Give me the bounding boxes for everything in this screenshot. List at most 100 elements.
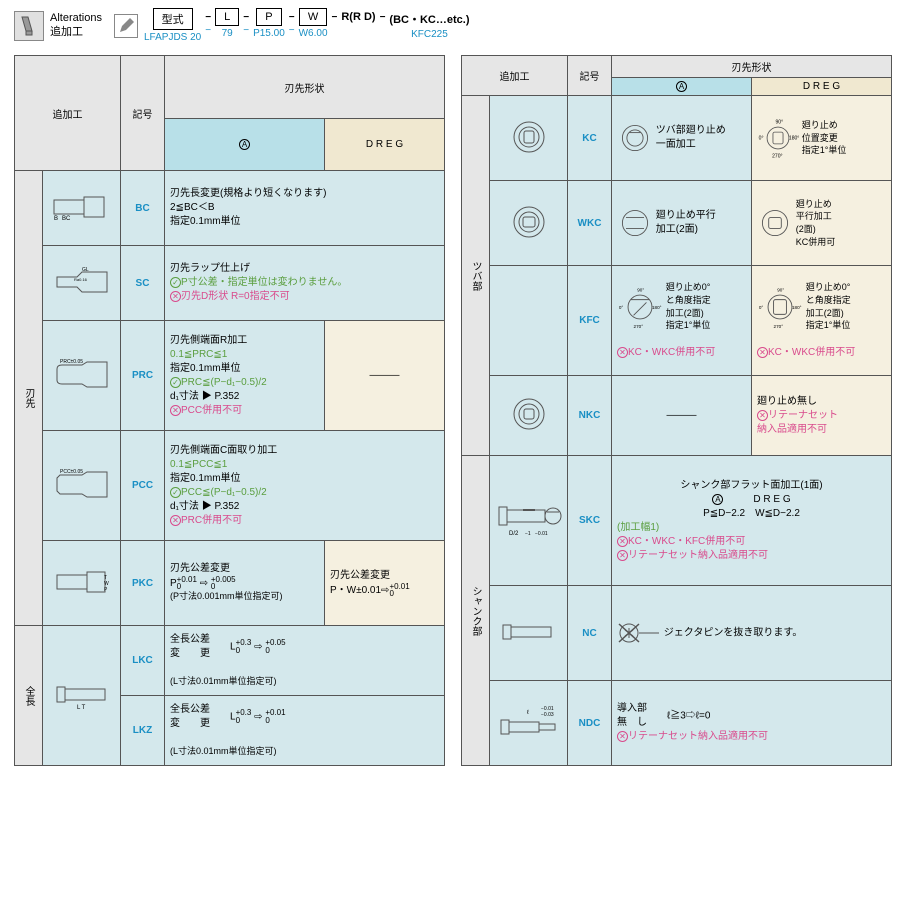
code-SKC: SKC: [568, 456, 612, 586]
spec-P: P: [256, 8, 281, 26]
desc-SKC: シャンク部フラット面加工(1面) A D R E G P≦D−2.2 W≦D−2…: [612, 456, 892, 586]
desc-BC: 刃先長変更(規格より短くなります) 2≦BC＜B 指定0.1mm単位: [165, 171, 445, 246]
svg-text:0°: 0°: [759, 304, 764, 309]
desc2-PKC: 刃先公差変更 P・W±0.01⇨+0.010: [325, 541, 445, 626]
desc-NKC: ———: [612, 376, 752, 456]
cat-blade: 刃先: [15, 171, 43, 626]
desc2-KC: 90°0°180°270° 廻り止め 位置変更 指定1°単位: [752, 96, 892, 181]
svg-text:−0.03: −0.03: [541, 712, 554, 718]
draw-NDC: ℓ−0.01−0.03: [490, 681, 568, 766]
th-code: 記号: [121, 56, 165, 171]
draw-SC: GL Ra0.16: [43, 246, 121, 321]
code-BC: BC: [121, 171, 165, 246]
code-LKZ: LKZ: [121, 696, 165, 766]
spec-etc: (BC・KC…etc.): [389, 8, 469, 27]
th-addwork: 追加工: [15, 56, 121, 171]
th-D-r: D R E G: [752, 78, 892, 96]
th-shape-r: 刃先形状: [612, 56, 892, 78]
svg-text:PRC±0.05: PRC±0.05: [60, 359, 83, 365]
desc2-KFC: 90°0°180°270° 廻り止め0° と角度指定 加工(2面) 指定1°単位…: [752, 266, 892, 376]
desc2-NKC: 廻り止め無し ✕リテーナセット 納入品適用不可: [752, 376, 892, 456]
th-addwork-r: 追加工: [462, 56, 568, 96]
svg-text:P: P: [104, 587, 108, 593]
header: Alterations追加工 型式LFAPJDS 20 −− L79 −− PP…: [0, 0, 909, 51]
part-spec: 型式LFAPJDS 20 −− L79 −− PP15.00 −− WW6.00…: [144, 8, 470, 43]
svg-text:D/2: D/2: [509, 531, 519, 537]
code-NDC: NDC: [568, 681, 612, 766]
desc2-PRC: ———: [325, 321, 445, 431]
desc-SC: 刃先ラップ仕上げ ✓P寸公差・指定単位は変わりません。 ✕刃先D形状 R=0指定…: [165, 246, 445, 321]
cat-length: 全長: [15, 626, 43, 766]
spec-L: L: [215, 8, 239, 26]
left-table: 追加工 記号 刃先形状 A D R E G 刃先 BC B BC 刃先長変更(規格…: [14, 55, 445, 766]
draw-KC: [490, 96, 568, 181]
svg-text:BC: BC: [62, 216, 71, 222]
code-PRC: PRC: [121, 321, 165, 431]
code-PCC: PCC: [121, 431, 165, 541]
svg-text:L T: L T: [77, 705, 86, 711]
drill-icon: [14, 11, 44, 41]
draw-PKC: TWP: [43, 541, 121, 626]
svg-text:Ra0.16: Ra0.16: [74, 277, 88, 282]
th-A: A: [165, 119, 325, 171]
draw-LKC: L T: [43, 626, 121, 766]
svg-text:270°: 270°: [774, 324, 784, 329]
svg-text:−1: −1: [525, 531, 531, 537]
code-NKC: NKC: [568, 376, 612, 456]
code-PKC: PKC: [121, 541, 165, 626]
code-SC: SC: [121, 246, 165, 321]
draw-KFC: [490, 266, 568, 376]
desc-PCC: 刃先側端面C面取り加工 0.1≦PCC≦1 指定0.1mm単位 ✓PCC≦(P−…: [165, 431, 445, 541]
alterations-label: Alterations追加工: [50, 12, 102, 38]
th-D: D R E G: [325, 119, 445, 171]
desc-PRC: 刃先側端面R加工 0.1≦PRC≦1 指定0.1mm単位 ✓PRC≦(P−d₁−…: [165, 321, 325, 431]
th-shape: 刃先形状: [165, 56, 445, 119]
pencil-icon: [114, 14, 138, 38]
draw-PCC: PCC±0.05: [43, 431, 121, 541]
svg-text:270°: 270°: [772, 153, 782, 159]
desc-KC: ツバ部廻り止め 一面加工: [612, 96, 752, 181]
svg-text:0°: 0°: [619, 304, 624, 309]
desc-LKZ: 全長公差 変 更 L+0.30 ⇨ +0.010 (L寸法0.01mm単位指定可…: [165, 696, 445, 766]
draw-NC: [490, 586, 568, 681]
svg-text:PCC±0.05: PCC±0.05: [60, 469, 83, 475]
desc-LKC: 全長公差 変 更 L+0.30 ⇨ +0.050 (L寸法0.01mm単位指定可…: [165, 626, 445, 696]
desc-NDC: 導入部 無 し ℓ≧3⇨ℓ=0 ✕リテーナセット納入品適用不可: [612, 681, 892, 766]
svg-text:B: B: [54, 216, 58, 222]
cat-shank: シャンク部: [462, 456, 490, 766]
code-NC: NC: [568, 586, 612, 681]
spec-R: R(R D): [341, 8, 375, 23]
svg-text:0°: 0°: [759, 136, 764, 142]
draw-NKC: [490, 376, 568, 456]
spec-W: W: [299, 8, 327, 26]
desc-PKC: 刃先公差変更 P+0.010 ⇨ +0.0050 (P寸法0.001mm単位指定…: [165, 541, 325, 626]
draw-WKC: [490, 181, 568, 266]
desc-KFC: 90°0°180°270° 廻り止め0° と角度指定 加工(2面) 指定1°単位…: [612, 266, 752, 376]
code-KC: KC: [568, 96, 612, 181]
spec-type: 型式: [153, 8, 193, 30]
svg-text:GL: GL: [82, 267, 89, 273]
code-KFC: KFC: [568, 266, 612, 376]
svg-text:180°: 180°: [792, 304, 802, 309]
svg-text:ℓ: ℓ: [527, 709, 529, 716]
desc2-WKC: 廻り止め 平行加工 (2面) KC併用可: [752, 181, 892, 266]
right-table: 追加工 記号 刃先形状 A D R E G ツバ部 KC ツバ部廻り止め 一面加…: [461, 55, 892, 766]
draw-SKC: D/2 −1 −0.01: [490, 456, 568, 586]
th-A-r: A: [612, 78, 752, 96]
svg-text:−0.01: −0.01: [535, 531, 548, 537]
tables-container: 追加工 記号 刃先形状 A D R E G 刃先 BC B BC 刃先長変更(規格…: [0, 51, 909, 770]
code-WKC: WKC: [568, 181, 612, 266]
svg-text:270°: 270°: [634, 324, 644, 329]
svg-text:180°: 180°: [789, 136, 799, 142]
svg-text:90°: 90°: [777, 287, 784, 292]
code-LKC: LKC: [121, 626, 165, 696]
cat-tsuba: ツバ部: [462, 96, 490, 456]
svg-text:90°: 90°: [775, 120, 783, 126]
svg-text:180°: 180°: [652, 304, 662, 309]
draw-BC: BC B: [43, 171, 121, 246]
svg-text:90°: 90°: [637, 287, 644, 292]
desc-WKC: 廻り止め平行 加工(2面): [612, 181, 752, 266]
draw-PRC: PRC±0.05: [43, 321, 121, 431]
th-code-r: 記号: [568, 56, 612, 96]
desc-NC: ジェクタピンを抜き取ります。: [612, 586, 892, 681]
